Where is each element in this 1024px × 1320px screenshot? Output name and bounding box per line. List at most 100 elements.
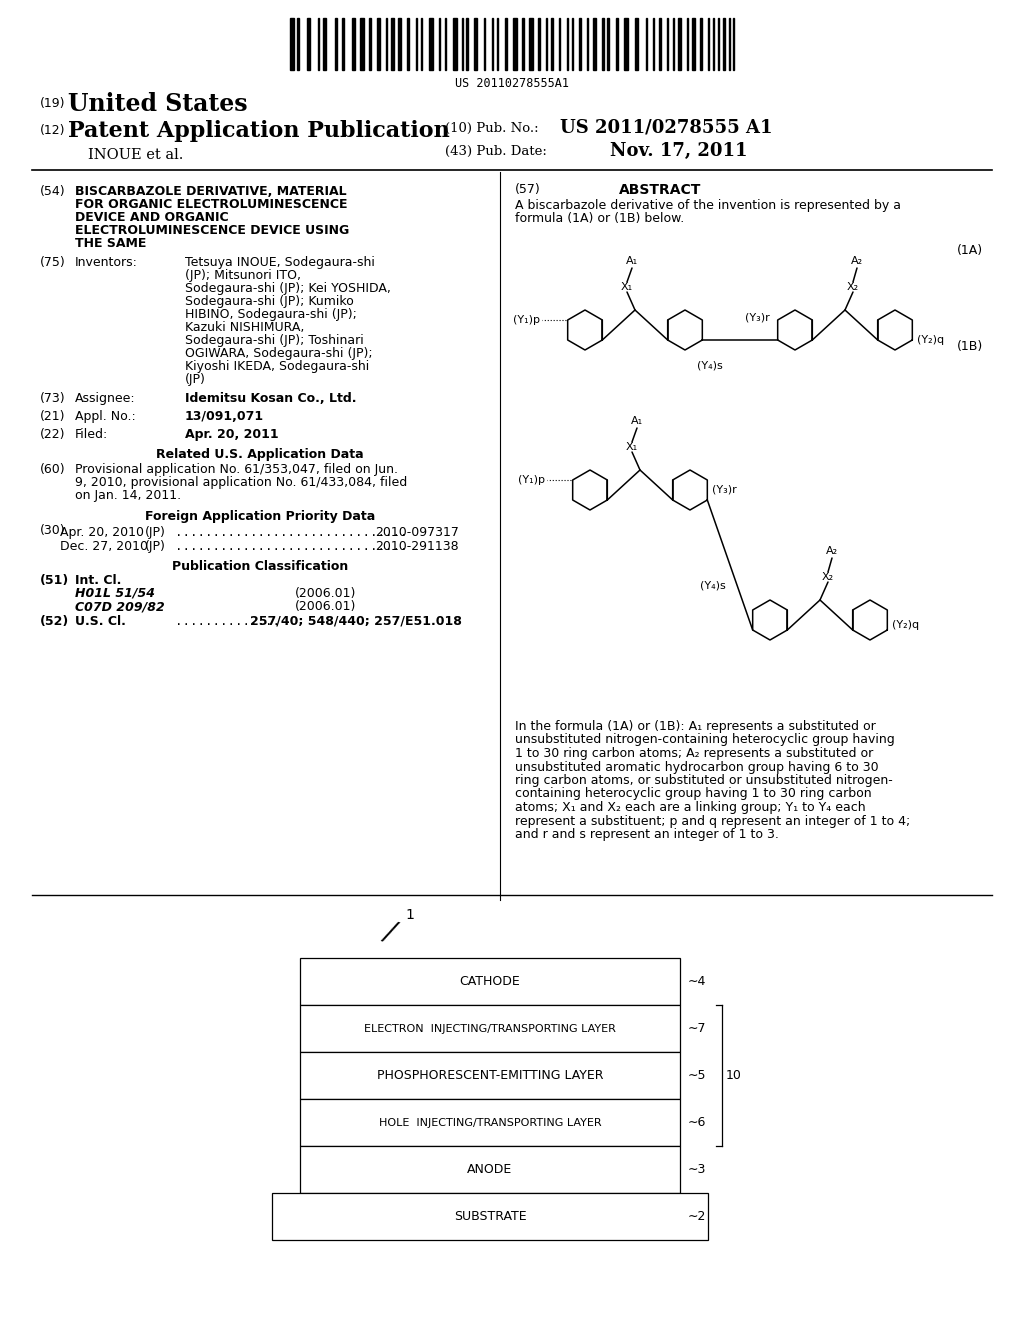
Text: (JP): (JP) — [145, 540, 166, 553]
Bar — [529, 18, 534, 70]
Text: ∼2: ∼2 — [688, 1210, 707, 1224]
Bar — [723, 18, 725, 70]
Text: A₂: A₂ — [826, 546, 838, 556]
Text: Apr. 20, 2011: Apr. 20, 2011 — [185, 428, 279, 441]
Bar — [635, 18, 638, 70]
Text: ∼6: ∼6 — [688, 1115, 707, 1129]
Text: DEVICE AND ORGANIC: DEVICE AND ORGANIC — [75, 211, 228, 224]
Text: Int. Cl.: Int. Cl. — [75, 574, 122, 587]
Bar — [300, 1146, 680, 1193]
Text: US 2011/0278555 A1: US 2011/0278555 A1 — [560, 117, 772, 136]
Bar — [407, 18, 409, 70]
Text: Nov. 17, 2011: Nov. 17, 2011 — [610, 143, 748, 160]
Text: (22): (22) — [40, 428, 66, 441]
Text: X₂: X₂ — [822, 572, 835, 582]
Bar — [551, 18, 553, 70]
Text: HOLE  INJECTING/TRANSPORTING LAYER: HOLE INJECTING/TRANSPORTING LAYER — [379, 1118, 601, 1127]
Bar — [453, 18, 457, 70]
Text: 13/091,071: 13/091,071 — [185, 411, 264, 422]
Text: X₁: X₁ — [626, 442, 638, 451]
Text: Assignee:: Assignee: — [75, 392, 135, 405]
Text: ANODE: ANODE — [467, 1163, 513, 1176]
Text: C07D 209/82: C07D 209/82 — [75, 601, 165, 612]
Text: Sodegaura-shi (JP); Kei YOSHIDA,: Sodegaura-shi (JP); Kei YOSHIDA, — [185, 282, 391, 294]
Text: 1: 1 — [406, 908, 414, 921]
Text: (60): (60) — [40, 463, 66, 477]
Text: HIBINO, Sodegaura-shi (JP);: HIBINO, Sodegaura-shi (JP); — [185, 308, 357, 321]
Text: Apr. 20, 2010: Apr. 20, 2010 — [60, 525, 144, 539]
Text: Kiyoshi IKEDA, Sodegaura-shi: Kiyoshi IKEDA, Sodegaura-shi — [185, 360, 370, 374]
Text: (21): (21) — [40, 411, 66, 422]
Text: (JP): (JP) — [185, 374, 206, 385]
Bar — [659, 18, 662, 70]
Bar — [678, 18, 681, 70]
Text: on Jan. 14, 2011.: on Jan. 14, 2011. — [75, 488, 181, 502]
Text: ∼3: ∼3 — [688, 1163, 707, 1176]
Bar — [335, 18, 337, 70]
Text: Kazuki NISHIMURA,: Kazuki NISHIMURA, — [185, 321, 304, 334]
Text: X₁: X₁ — [621, 282, 633, 292]
Text: containing heterocyclic group having 1 to 30 ring carbon: containing heterocyclic group having 1 t… — [515, 788, 871, 800]
Text: (Y₂)q: (Y₂)q — [892, 620, 920, 630]
Text: SUBSTRATE: SUBSTRATE — [454, 1210, 526, 1224]
Text: (JP); Mitsunori ITO,: (JP); Mitsunori ITO, — [185, 269, 301, 282]
Text: (Y₄)s: (Y₄)s — [700, 579, 726, 590]
Text: United States: United States — [68, 92, 248, 116]
Text: ∼5: ∼5 — [688, 1069, 707, 1082]
Text: A₂: A₂ — [851, 256, 863, 267]
Text: PHOSPHORESCENT-EMITTING LAYER: PHOSPHORESCENT-EMITTING LAYER — [377, 1069, 603, 1082]
Text: US 20110278555A1: US 20110278555A1 — [455, 77, 569, 90]
Text: Appl. No.:: Appl. No.: — [75, 411, 136, 422]
Bar — [466, 18, 468, 70]
Text: A₁: A₁ — [626, 256, 638, 267]
Text: (JP): (JP) — [145, 525, 166, 539]
Text: ∼4: ∼4 — [688, 975, 707, 987]
Text: (19): (19) — [40, 96, 66, 110]
Text: (Y₂)q: (Y₂)q — [918, 335, 944, 345]
Bar — [513, 18, 517, 70]
Text: Dec. 27, 2010: Dec. 27, 2010 — [60, 540, 148, 553]
Bar — [369, 18, 371, 70]
Text: represent a substituent; p and q represent an integer of 1 to 4;: represent a substituent; p and q represe… — [515, 814, 910, 828]
Bar — [607, 18, 609, 70]
Bar — [398, 18, 401, 70]
Bar — [323, 18, 326, 70]
Text: 2010-097317: 2010-097317 — [375, 525, 459, 539]
Bar — [360, 18, 364, 70]
Text: (Y₁)p: (Y₁)p — [513, 315, 540, 325]
Text: ABSTRACT: ABSTRACT — [618, 183, 701, 197]
Text: ...............................: ............................... — [175, 540, 408, 553]
Text: A biscarbazole derivative of the invention is represented by a: A biscarbazole derivative of the inventi… — [515, 199, 901, 213]
Bar — [300, 958, 680, 1005]
Bar — [593, 18, 596, 70]
Text: In the formula (1A) or (1B): A₁ represents a substituted or: In the formula (1A) or (1B): A₁ represen… — [515, 719, 876, 733]
Text: Sodegaura-shi (JP); Toshinari: Sodegaura-shi (JP); Toshinari — [185, 334, 364, 347]
Text: (73): (73) — [40, 392, 66, 405]
Text: ..............: .............. — [175, 615, 280, 628]
Text: 1 to 30 ring carbon atoms; A₂ represents a substituted or: 1 to 30 ring carbon atoms; A₂ represents… — [515, 747, 873, 760]
Text: (52): (52) — [40, 615, 70, 628]
Text: (75): (75) — [40, 256, 66, 269]
Bar — [297, 18, 299, 70]
Bar — [300, 1052, 680, 1100]
Text: 257/40; 548/440; 257/E51.018: 257/40; 548/440; 257/E51.018 — [250, 615, 462, 628]
Text: (Y₃)r: (Y₃)r — [713, 484, 737, 495]
Text: X₂: X₂ — [847, 282, 859, 292]
Text: (30): (30) — [40, 524, 66, 537]
Bar — [538, 18, 540, 70]
Text: atoms; X₁ and X₂ each are a linking group; Y₁ to Y₄ each: atoms; X₁ and X₂ each are a linking grou… — [515, 801, 865, 814]
Text: (43) Pub. Date:: (43) Pub. Date: — [445, 145, 547, 158]
Text: Provisional application No. 61/353,047, filed on Jun.: Provisional application No. 61/353,047, … — [75, 463, 398, 477]
Text: BISCARBAZOLE DERIVATIVE, MATERIAL: BISCARBAZOLE DERIVATIVE, MATERIAL — [75, 185, 347, 198]
Text: ∼7: ∼7 — [688, 1022, 707, 1035]
Text: 10: 10 — [726, 1069, 741, 1082]
Bar — [505, 18, 507, 70]
Text: (Y₄)s: (Y₄)s — [697, 360, 723, 370]
Bar — [700, 18, 702, 70]
Text: ELECTROLUMINESCENCE DEVICE USING: ELECTROLUMINESCENCE DEVICE USING — [75, 224, 349, 238]
Text: (12): (12) — [40, 124, 66, 137]
Bar — [307, 18, 310, 70]
Text: Publication Classification: Publication Classification — [172, 560, 348, 573]
Bar — [342, 18, 344, 70]
Text: A₁: A₁ — [631, 416, 643, 426]
